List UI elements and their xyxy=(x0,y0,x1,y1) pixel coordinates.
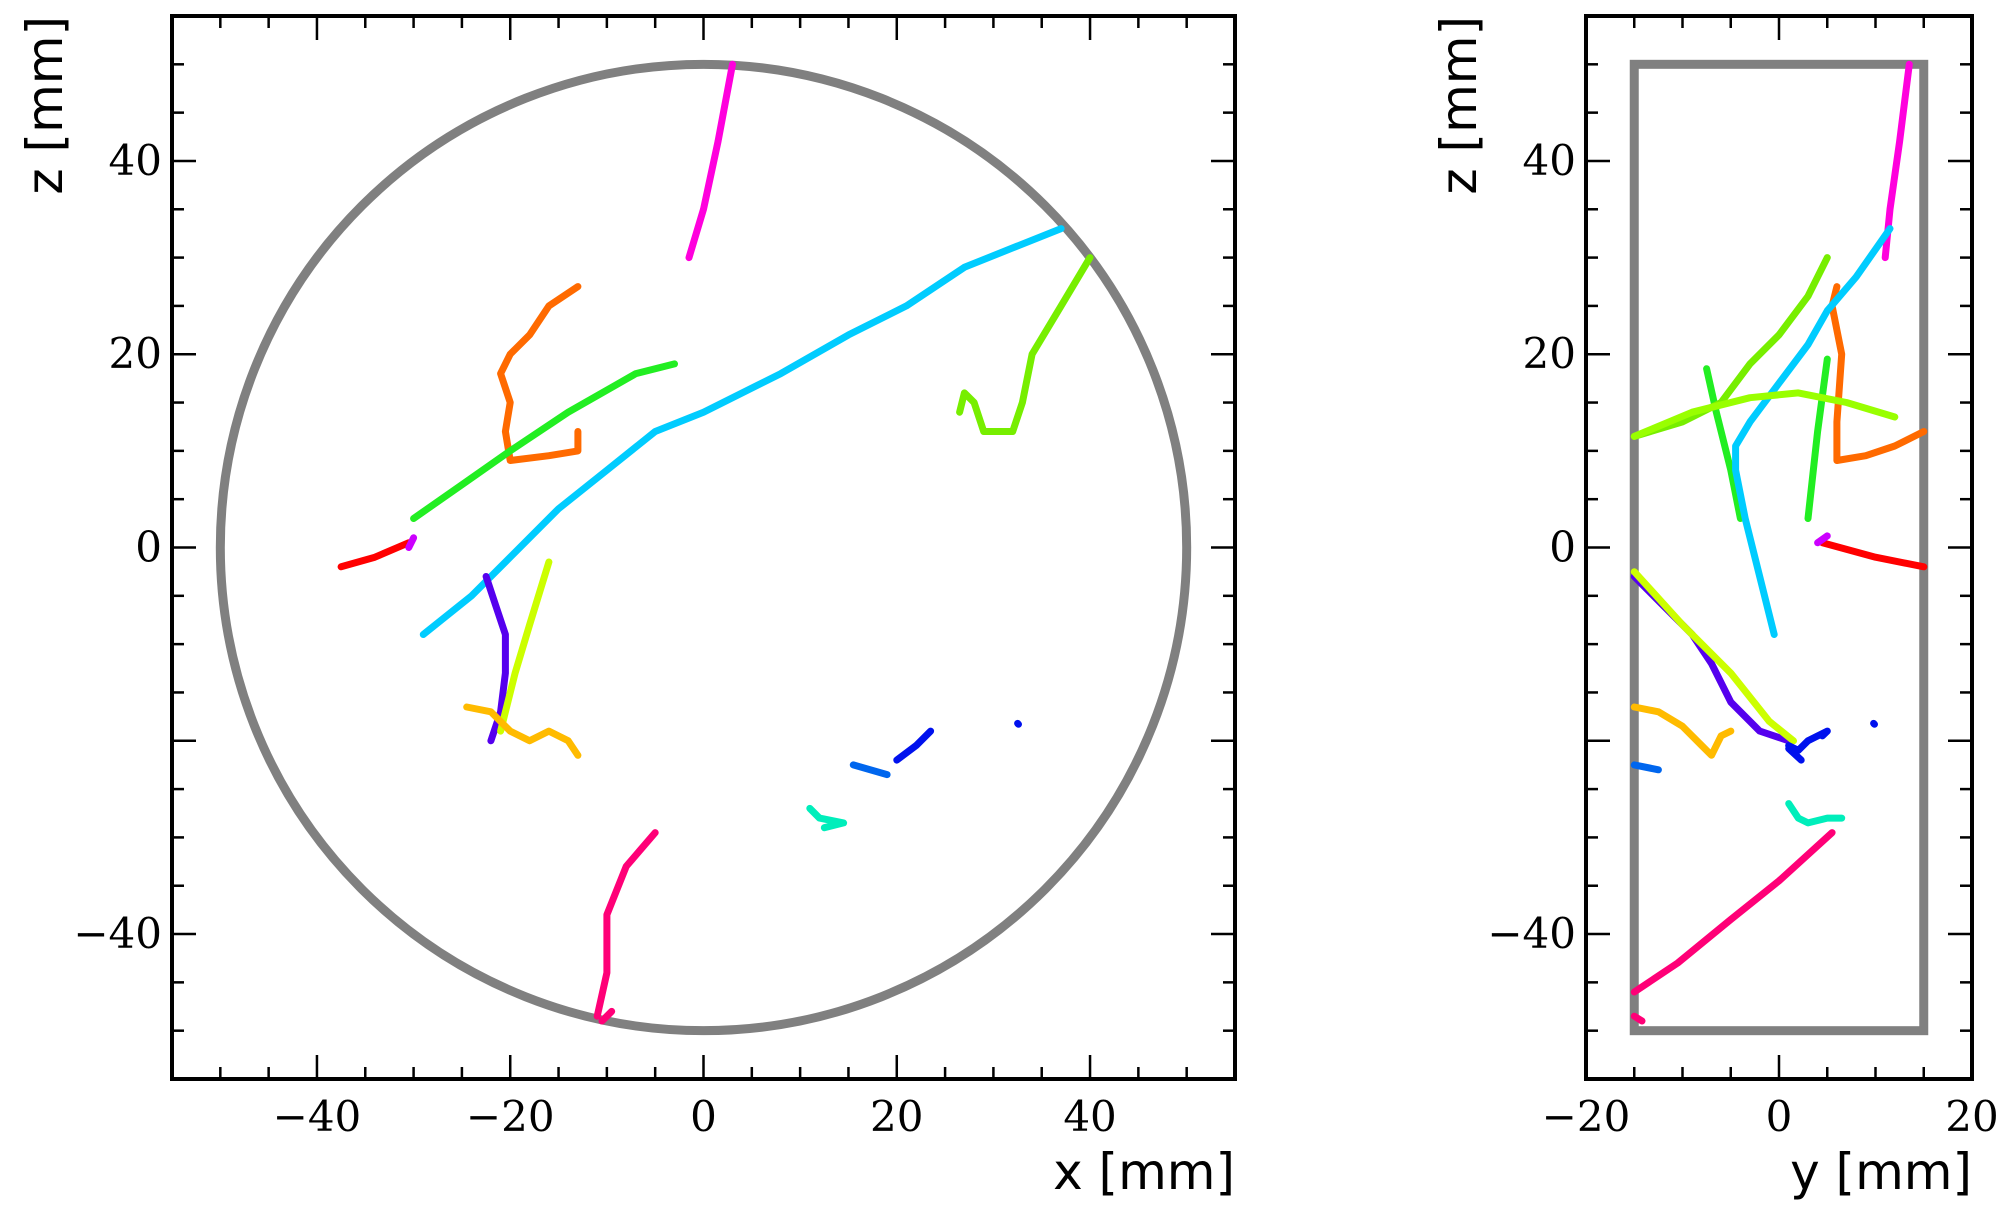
x-tick-label: 40 xyxy=(1063,1092,1116,1141)
panel-yz: −20 0 20 −40 0 20 40 y [mm] z [mm] xyxy=(1430,14,1999,1201)
y-axis-label: z [mm] xyxy=(16,16,74,195)
plot-frame-yz xyxy=(1584,14,1974,1081)
x-axis-label: x [mm] xyxy=(1053,1143,1235,1201)
track-3 xyxy=(1804,355,1831,522)
ticks-layer xyxy=(170,14,1237,1081)
track-14 xyxy=(1630,761,1662,774)
track-11 xyxy=(849,761,891,779)
track-6 xyxy=(405,534,418,551)
track-12 xyxy=(1014,719,1022,728)
track-8 xyxy=(497,558,553,735)
plot-frame-xz xyxy=(170,14,1237,1081)
labels-layer: −40 −20 0 20 40 −40 0 20 40 xyxy=(73,136,1116,1141)
detector-boundary-circle xyxy=(215,59,1192,1036)
y-tick-label: 0 xyxy=(135,523,162,572)
boundary-layer xyxy=(1629,59,1929,1036)
track-9 xyxy=(463,703,582,759)
tracks-layer xyxy=(1630,60,1928,1025)
track-13 xyxy=(806,804,848,832)
y-tick-label: 40 xyxy=(109,136,162,185)
track-12 xyxy=(1785,727,1831,754)
track-14 xyxy=(593,829,659,1020)
track-10 xyxy=(1630,568,1797,745)
ticks-layer xyxy=(1584,14,1974,1081)
panel-xz: −40 −20 0 20 40 −40 0 20 40 x [mm] z [mm] xyxy=(16,14,1237,1201)
x-tick-label: 20 xyxy=(1945,1092,1998,1141)
track-15 xyxy=(1870,719,1878,728)
track-1 xyxy=(1828,283,1928,464)
x-tick-label: 0 xyxy=(1766,1092,1793,1141)
x-tick-label: −40 xyxy=(273,1092,362,1141)
y-tick-label: −40 xyxy=(73,909,162,958)
track-17 xyxy=(1630,829,1836,996)
track-0 xyxy=(685,60,736,262)
track-15 xyxy=(598,1007,616,1025)
track-11 xyxy=(1630,703,1735,759)
track-13 xyxy=(1785,745,1805,764)
track-1 xyxy=(497,283,582,464)
track-16 xyxy=(1785,800,1846,827)
y-tick-label: −40 xyxy=(1487,909,1576,958)
labels-layer: −20 0 20 −40 0 20 40 xyxy=(1487,136,1998,1141)
track-4 xyxy=(1732,225,1894,638)
track-6 xyxy=(1630,389,1899,440)
x-tick-label: 20 xyxy=(870,1092,923,1141)
track-2 xyxy=(1703,365,1744,522)
x-tick-label: 0 xyxy=(690,1092,717,1141)
x-tick-label: −20 xyxy=(1542,1092,1631,1141)
track-18 xyxy=(1630,1012,1646,1025)
tracks-layer xyxy=(337,60,1094,1025)
track-5 xyxy=(1630,254,1831,440)
track-3 xyxy=(419,225,1065,638)
x-tick-label: −20 xyxy=(466,1092,555,1141)
boundary-layer xyxy=(215,59,1192,1036)
y-tick-label: 40 xyxy=(1523,136,1576,185)
track-5 xyxy=(337,539,413,571)
y-tick-label: 0 xyxy=(1549,523,1576,572)
track-8 xyxy=(1814,532,1831,547)
track-2 xyxy=(410,360,678,522)
track-7 xyxy=(1818,539,1928,571)
y-tick-label: 20 xyxy=(109,329,162,378)
detector-boundary-rect xyxy=(1629,59,1929,1036)
y-tick-label: 20 xyxy=(1523,329,1576,378)
track-4 xyxy=(956,254,1094,435)
track-10 xyxy=(893,727,935,764)
y-axis-label: z [mm] xyxy=(1430,16,1488,195)
x-axis-label: y [mm] xyxy=(1790,1143,1972,1201)
